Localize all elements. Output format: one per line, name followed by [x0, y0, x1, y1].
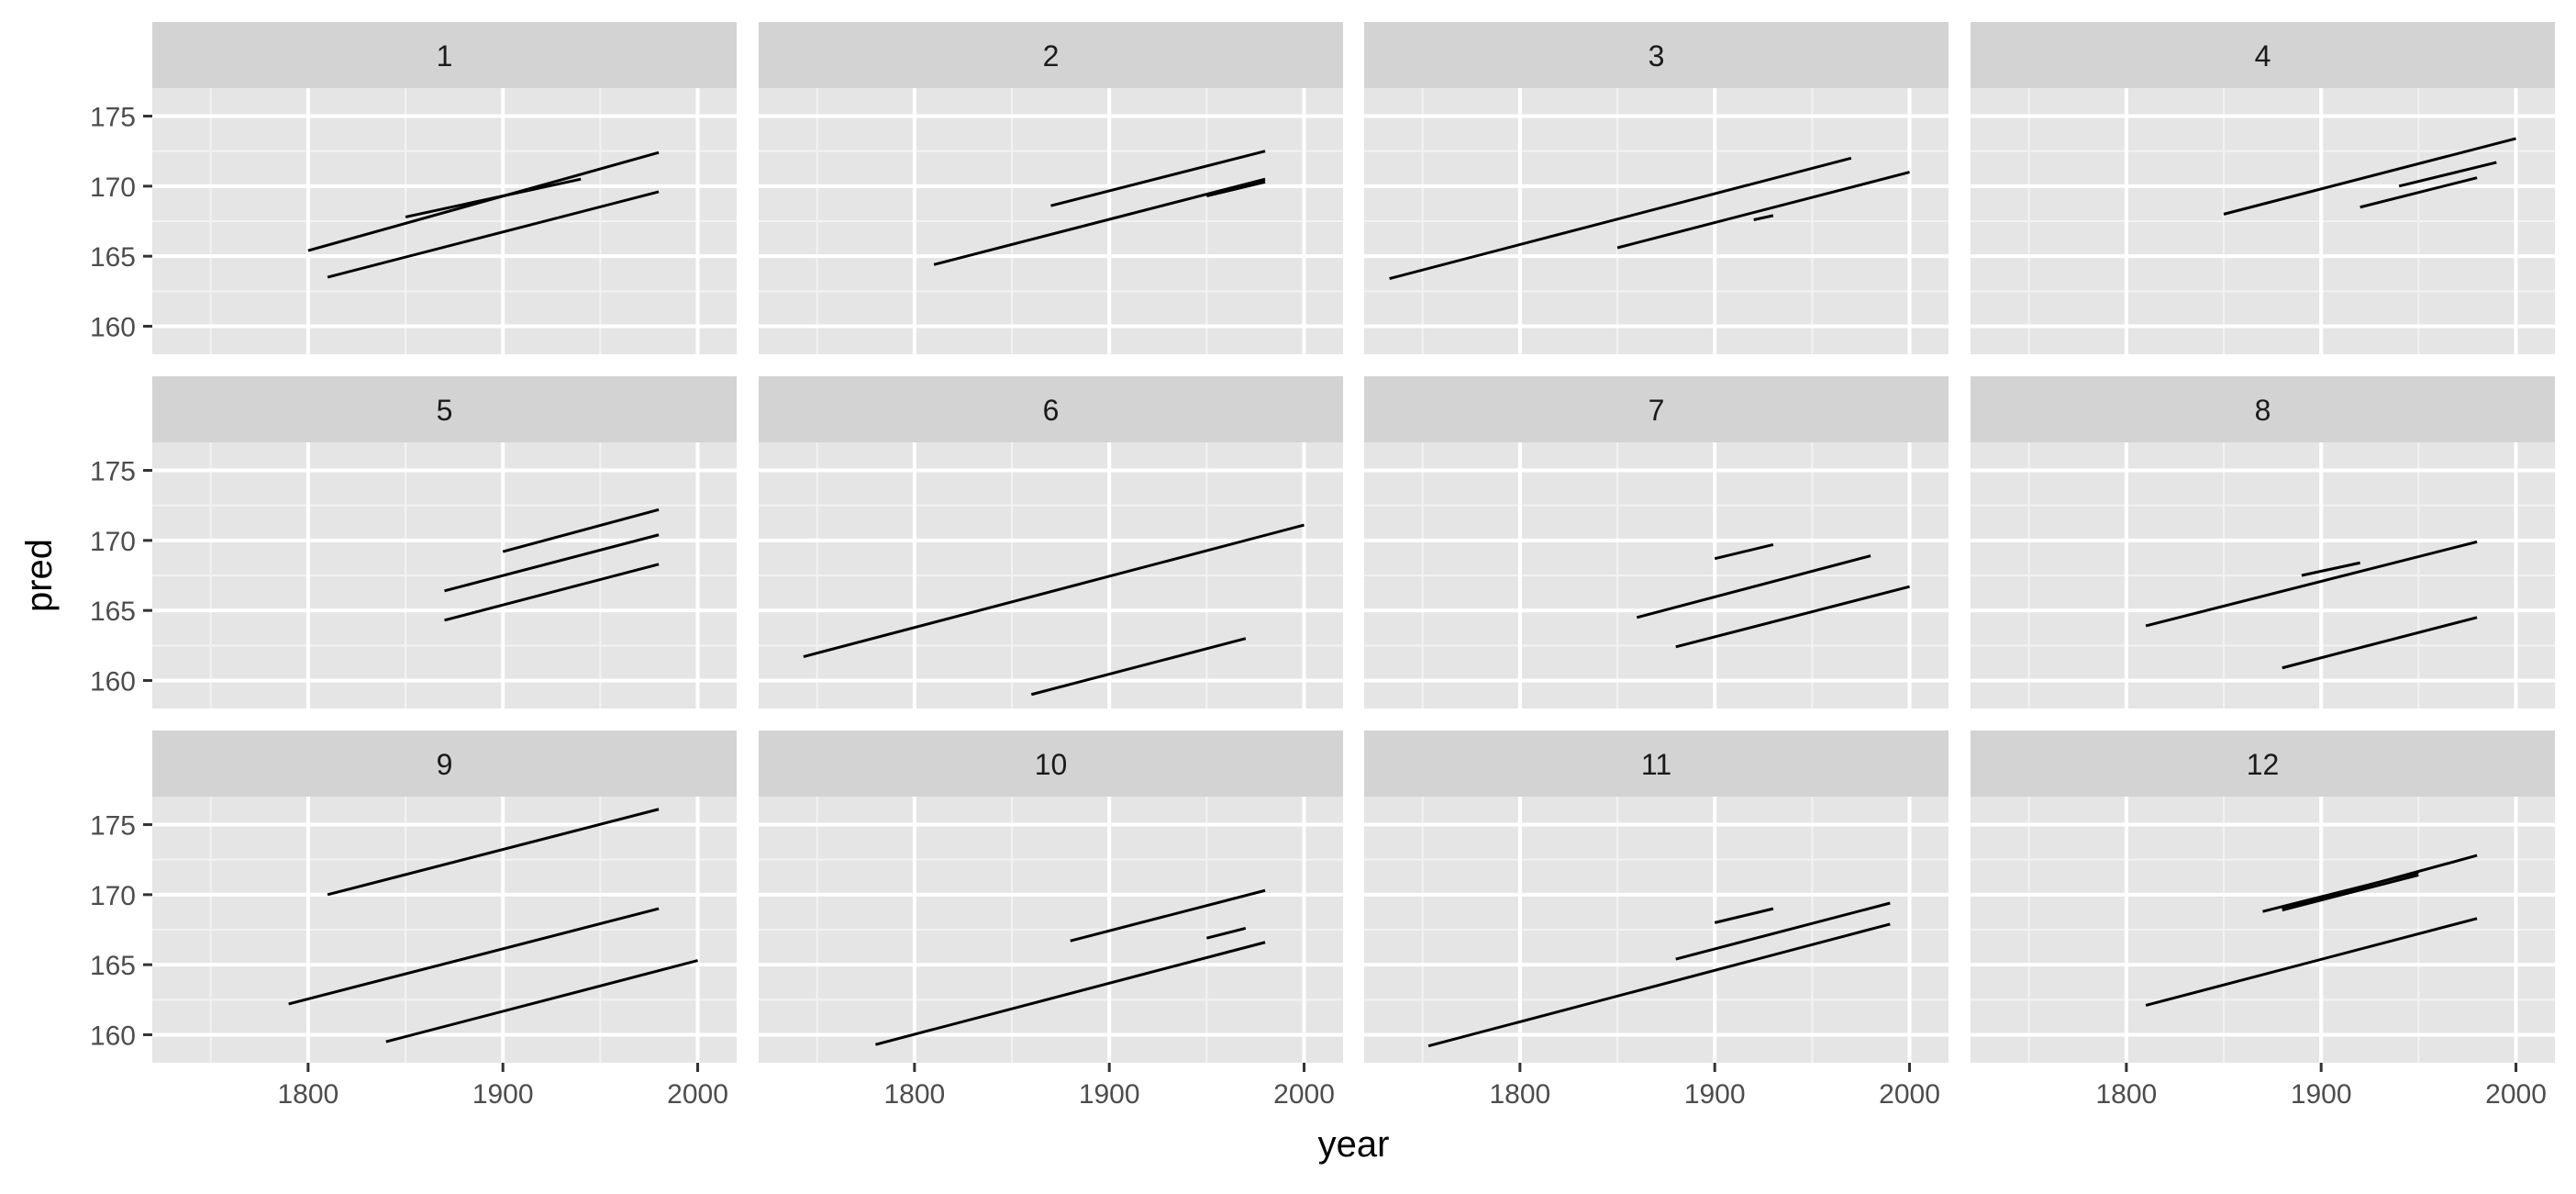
x-tick-label: 1900 — [2291, 1079, 2352, 1110]
series-line-segment — [2282, 854, 2478, 910]
facet-strip-label: 4 — [2255, 39, 2271, 73]
series-line-segment — [1427, 922, 1891, 1048]
series-line-segment — [1636, 554, 1871, 619]
y-tick-label: 165 — [90, 597, 136, 627]
series-line-segment — [1675, 585, 1910, 649]
facet-strip-label: 12 — [2247, 748, 2280, 781]
facet-panel-7: 7 — [1364, 376, 1949, 709]
series-line-segment — [1616, 171, 1910, 250]
y-tick-label: 165 — [90, 242, 136, 273]
series-line-segment — [2359, 176, 2478, 209]
facet-panel-5: 5 160 165 170 175 — [90, 376, 737, 709]
x-tick-label: 2000 — [2485, 1079, 2547, 1110]
y-tick-label: 165 — [90, 951, 136, 981]
x-tick-label: 1800 — [2095, 1079, 2157, 1110]
facet-panel-2: 2 — [759, 22, 1343, 354]
series-line-segment — [2301, 561, 2360, 577]
facet-strip-label: 8 — [2255, 394, 2271, 427]
facet-strip — [1971, 22, 2555, 88]
series-line-segment — [1675, 901, 1891, 961]
y-tick-label: 160 — [90, 312, 136, 342]
facet-panel-4: 4 — [1971, 22, 2555, 354]
series-line-segment — [1714, 907, 1774, 924]
facet-panel-12: 12 1800 1900 2000 — [1971, 731, 2555, 1110]
facet-strip — [1364, 731, 1949, 797]
series-line-segment — [1714, 542, 1774, 561]
facet-strip — [152, 731, 737, 797]
x-tick-label: 1800 — [1489, 1079, 1550, 1110]
facet-strip — [759, 376, 1343, 442]
series-line-segment — [444, 563, 660, 622]
series-line-segment — [327, 190, 660, 279]
facet-panel-1: 1 160 165 170 175 — [90, 22, 737, 354]
x-tick-label: 2000 — [667, 1079, 728, 1110]
facet-panel-9: 9 160 165 170 175 1800 1900 2000 — [90, 731, 737, 1110]
series-line-segment — [875, 941, 1266, 1046]
y-tick-label: 175 — [90, 457, 136, 487]
y-tick-label: 170 — [90, 173, 136, 203]
series-line-segment — [385, 959, 698, 1043]
series-line-segment — [2282, 616, 2478, 670]
facet-strip — [152, 22, 737, 88]
series-line-segment — [2145, 540, 2478, 628]
facet-strip-label: 1 — [437, 39, 453, 73]
series-line-segment — [502, 508, 660, 553]
facet-strip — [1971, 731, 2555, 797]
y-tick-label: 175 — [90, 103, 136, 133]
facet-strip — [152, 376, 737, 442]
series-line-segment — [2398, 161, 2497, 188]
series-line-segment — [1753, 214, 1774, 221]
y-tick-label: 160 — [90, 666, 136, 697]
facet-strip-label: 2 — [1043, 39, 1060, 73]
y-tick-label: 160 — [90, 1021, 136, 1051]
x-tick-label: 1900 — [472, 1079, 534, 1110]
facet-strip — [1364, 376, 1949, 442]
x-tick-label: 1800 — [277, 1079, 339, 1110]
facet-panel-6: 6 — [759, 376, 1343, 709]
series-line-segment — [2145, 917, 2478, 1007]
x-axis-title: year — [1318, 1124, 1390, 1165]
facet-strip — [1971, 376, 2555, 442]
facet-strip-label: 9 — [437, 748, 453, 781]
series-line-segment — [1206, 180, 1266, 197]
series-line-segment — [288, 907, 660, 1006]
facet-strip — [759, 731, 1343, 797]
facet-panel-11: 11 1800 1900 2000 — [1364, 731, 1949, 1110]
facet-panel-3: 3 — [1364, 22, 1949, 354]
y-tick-label: 170 — [90, 881, 136, 911]
facet-strip-label: 3 — [1649, 39, 1665, 73]
facet-strip — [759, 22, 1343, 88]
series-line-segment — [1206, 927, 1247, 940]
x-tick-label: 2000 — [1879, 1079, 1940, 1110]
y-tick-label: 170 — [90, 527, 136, 557]
y-tick-label: 175 — [90, 811, 136, 842]
x-tick-label: 1900 — [1684, 1079, 1746, 1110]
series-line-segment — [327, 808, 660, 897]
series-line-segment — [2223, 137, 2516, 216]
series-line-segment — [1389, 156, 1852, 281]
facet-strip-label: 10 — [1035, 748, 1068, 781]
series-line-segment — [2282, 874, 2419, 912]
facet-strip-label: 5 — [437, 394, 453, 427]
series-line-segment — [1050, 150, 1266, 207]
series-line-segment — [1070, 888, 1266, 943]
series-line-segment — [444, 533, 660, 593]
series-line-segment — [803, 523, 1305, 658]
facet-strip-label: 6 — [1043, 394, 1060, 427]
facet-strip-label: 7 — [1649, 394, 1665, 427]
facet-strip — [1364, 22, 1949, 88]
series-line-segment — [1030, 637, 1247, 697]
facet-panel-10: 10 1800 1900 2000 — [759, 731, 1343, 1110]
x-tick-label: 2000 — [1273, 1079, 1335, 1110]
facet-panel-8: 8 — [1971, 376, 2555, 709]
facet-strip-label: 11 — [1641, 748, 1671, 781]
series-line-segment — [933, 177, 1266, 266]
x-tick-label: 1800 — [883, 1079, 945, 1110]
x-tick-label: 1900 — [1079, 1079, 1140, 1110]
series-line-segment — [405, 177, 582, 218]
y-axis-title: pred — [19, 539, 60, 612]
